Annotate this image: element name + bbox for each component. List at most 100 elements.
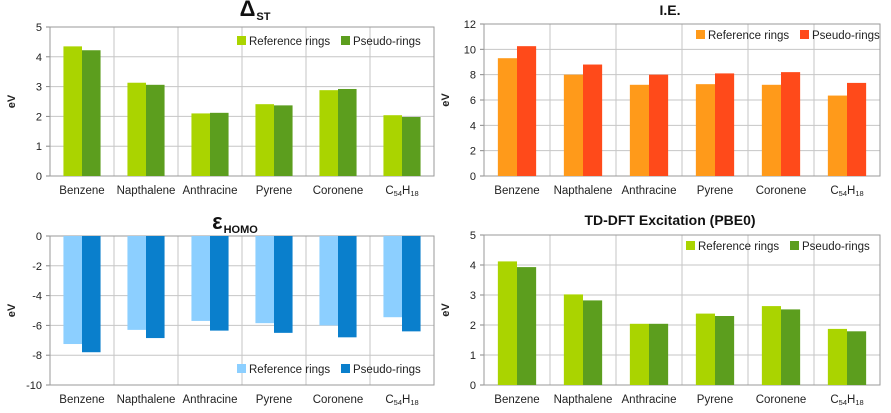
bar-dst-s0-c1 [127, 82, 146, 176]
x-tick-label: Pyrene [256, 185, 292, 197]
x-tick-label: Benzene [59, 185, 104, 197]
y-axis-label: eV [6, 94, 18, 108]
x-tick-label: Napthalene [554, 394, 613, 406]
x-tick-label: Coronene [313, 185, 364, 197]
y-tick-label: 2 [36, 111, 42, 123]
bar-tddft-s0-c4 [761, 306, 781, 385]
y-axis-label: eV [440, 303, 452, 317]
x-tick-label: Coronene [756, 394, 807, 406]
y-tick-label: 2 [470, 320, 476, 332]
y-tick-label: 1 [36, 141, 42, 153]
bar-dst-s1-c5 [402, 116, 421, 176]
bar-ie-s1-c5 [847, 82, 867, 176]
legend-label-0: Reference rings [249, 36, 330, 48]
y-tick-label: -10 [26, 380, 42, 392]
bar-dst-s1-c0 [82, 50, 101, 176]
y-tick-label: 10 [464, 44, 476, 56]
x-tick-label: Pyrene [697, 394, 733, 406]
bar-homo-s0-c2 [191, 236, 210, 321]
legend-swatch-1 [341, 36, 350, 45]
legend-swatch-1 [341, 364, 350, 373]
y-tick-label: -6 [32, 320, 42, 332]
bar-dst-s1-c3 [274, 105, 293, 176]
y-tick-label: 0 [36, 171, 42, 183]
legend-swatch-0 [237, 364, 246, 373]
chart-title-ie: I.E. [590, 2, 750, 18]
chart-panel-dst: 0 1 2 3 4 5 Benzene Napthalene Anthracine Pyrene C… [6, 22, 435, 198]
bar-ie-s1-c3 [715, 73, 735, 176]
y-tick-label: 2 [470, 146, 476, 158]
x-tick-label: C54H18 [385, 394, 418, 407]
bar-tddft-s1-c3 [715, 316, 735, 385]
bar-homo-s1-c0 [82, 236, 101, 353]
bar-ie-s1-c4 [781, 72, 801, 176]
y-axis-label: eV [440, 93, 452, 107]
bar-tddft-s1-c0 [517, 267, 537, 385]
bar-dst-s0-c2 [191, 113, 210, 176]
bar-tddft-s0-c0 [497, 261, 517, 385]
bar-tddft-s1-c4 [781, 309, 801, 385]
y-tick-label: 0 [470, 380, 476, 392]
y-tick-label: 0 [36, 231, 42, 243]
y-tick-label: 0 [470, 171, 476, 183]
x-tick-label: Napthalene [117, 394, 176, 406]
y-tick-label: -8 [32, 350, 42, 362]
legend-label-1: Pseudo-rings [812, 30, 880, 42]
bar-ie-s0-c5 [827, 95, 847, 176]
y-tick-label: 6 [470, 95, 476, 107]
x-tick-label: Coronene [756, 185, 807, 197]
bar-homo-s1-c2 [210, 236, 229, 331]
legend-swatch-0 [696, 30, 705, 39]
bar-dst-s0-c3 [255, 104, 274, 176]
x-tick-label: C54H18 [830, 185, 863, 198]
bar-homo-s1-c1 [146, 236, 165, 339]
legend-label-1: Pseudo-rings [802, 241, 870, 253]
x-tick-label: Pyrene [256, 394, 292, 406]
bar-ie-s0-c0 [497, 58, 517, 177]
bar-dst-s0-c5 [383, 115, 402, 176]
bar-tddft-s0-c5 [827, 328, 847, 385]
y-tick-label: 4 [36, 52, 42, 64]
bar-ie-s1-c2 [649, 74, 669, 176]
chart-title-homo-main: ε [212, 209, 223, 234]
chart-title-tddft: TD-DFT Excitation (PBE0) [555, 212, 785, 228]
y-tick-label: -2 [32, 261, 42, 273]
x-tick-label: Anthracine [183, 394, 238, 406]
bar-tddft-s1-c2 [649, 323, 669, 385]
chart-title-homo: εHOMO [145, 209, 325, 236]
legend-label-1: Pseudo-rings [353, 36, 421, 48]
plot-area-border [49, 26, 435, 177]
x-tick-label: Pyrene [697, 185, 733, 197]
plot-area-border [49, 235, 435, 386]
x-tick-label: Coronene [313, 394, 364, 406]
bar-homo-s1-c4 [338, 236, 357, 338]
bar-homo-s0-c0 [63, 236, 82, 345]
y-tick-label: 4 [470, 120, 476, 132]
bar-homo-s0-c1 [127, 236, 146, 330]
chart-title-homo-sub: HOMO [223, 224, 258, 236]
y-tick-label: 12 [464, 19, 476, 31]
bar-homo-s1-c3 [274, 236, 293, 333]
x-tick-label: Napthalene [117, 185, 176, 197]
chart-panel-homo: 0 -2 -4 -6 -8 -10 Benzene Napthalene Anthracine P… [6, 231, 435, 407]
y-tick-label: 3 [36, 82, 42, 94]
legend-swatch-1 [800, 30, 809, 39]
plot-area-border [483, 23, 881, 177]
bar-ie-s1-c0 [517, 46, 537, 176]
bar-tddft-s1-c5 [847, 331, 867, 385]
bar-ie-s0-c1 [563, 74, 583, 176]
x-tick-label: Benzene [494, 185, 539, 197]
x-tick-label: Anthracine [622, 394, 677, 406]
x-tick-label: C54H18 [385, 185, 418, 198]
y-tick-label: 4 [470, 260, 476, 272]
y-axis-label: eV [6, 303, 18, 317]
bar-homo-s0-c5 [383, 236, 402, 318]
bar-homo-s1-c5 [402, 236, 421, 332]
bar-dst-s1-c4 [338, 88, 357, 176]
x-tick-label: Benzene [494, 394, 539, 406]
legend-label-0: Reference rings [249, 364, 330, 376]
y-tick-label: 5 [470, 230, 476, 242]
bar-dst-s0-c4 [319, 90, 338, 176]
y-tick-label: 8 [470, 70, 476, 82]
